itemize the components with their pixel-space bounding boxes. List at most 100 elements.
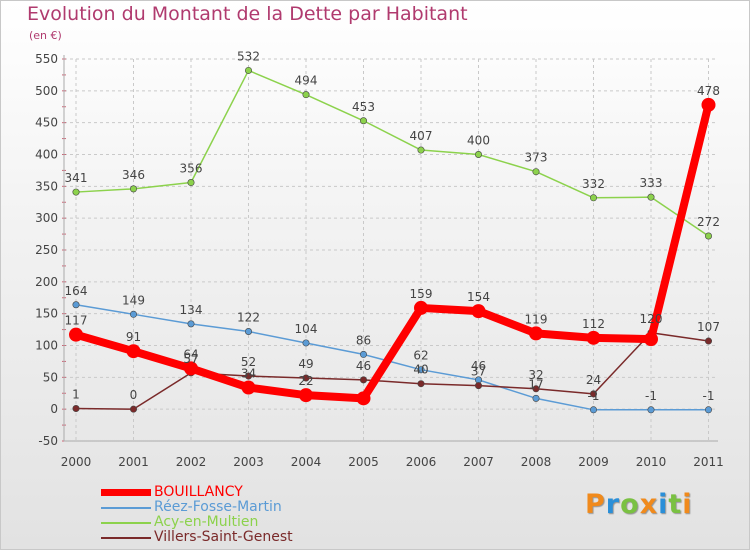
y-tick-label: 200 [35,275,58,289]
data-label-villers-saint-genest: 120 [640,312,663,326]
data-label-villers-saint-genest: 57 [183,352,198,366]
data-point-bouillancy [126,344,141,359]
y-tick-label: 0 [50,402,58,416]
data-point-acy-en-multien [589,194,597,202]
legend-label-reez-fosse-martin: Réez-Fosse-Martin [154,499,282,515]
data-label-reez-fosse-martin: 164 [65,284,88,298]
y-tick-label: 150 [35,307,58,321]
legend-swatch-villers-saint-genest [101,537,151,539]
data-label-villers-saint-genest: 107 [697,320,720,334]
data-point-villers-saint-genest [130,405,138,413]
logo-letter: i [682,489,693,520]
x-tick-label: 2000 [61,455,92,469]
data-label-bouillancy: 154 [467,290,490,304]
data-point-reez-fosse-martin [704,406,712,414]
data-label-acy-en-multien: 407 [410,129,433,143]
data-point-acy-en-multien [359,117,367,125]
legend-swatch-acy-en-multien [101,522,151,524]
data-label-bouillancy: 22 [298,374,313,388]
data-label-acy-en-multien: 400 [467,134,490,148]
series-line-reez-fosse-martin [75,304,710,411]
data-point-acy-en-multien [532,168,540,176]
logo-letter: P [585,489,606,520]
data-point-bouillancy [701,97,716,112]
x-tick-label: 2003 [233,455,264,469]
data-point-acy-en-multien [72,188,80,196]
data-point-acy-en-multien [647,193,655,201]
data-point-acy-en-multien [245,66,253,74]
logo-letter: r [605,489,621,520]
data-label-bouillancy: 159 [410,287,433,301]
legend-label-bouillancy: BOUILLANCY [154,484,243,500]
data-label-villers-saint-genest: 49 [298,357,313,371]
x-tick-label: 2004 [291,455,322,469]
y-tick-label: 500 [35,84,58,98]
data-point-bouillancy [529,326,543,341]
legend-swatch-bouillancy [101,489,151,496]
data-point-reez-fosse-martin [417,366,425,374]
data-point-acy-en-multien [130,185,138,193]
data-label-acy-en-multien: 356 [180,162,203,176]
data-label-bouillancy: 478 [697,84,720,98]
data-point-bouillancy [299,388,313,403]
data-label-villers-saint-genest: 46 [356,359,371,373]
data-label-bouillancy: 34 [241,367,256,381]
data-point-bouillancy [471,304,486,319]
data-point-villers-saint-genest [302,374,310,382]
data-label-bouillancy: 91 [126,330,141,344]
data-point-acy-en-multien [417,146,425,154]
data-label-acy-en-multien: 453 [352,100,375,114]
data-label-reez-fosse-martin: 149 [122,293,145,307]
data-label-reez-fosse-martin: 62 [413,349,428,363]
data-label-acy-en-multien: 341 [65,171,88,185]
series-line-bouillancy [72,100,713,403]
proxiti-logo: Proxiti [585,489,693,520]
data-label-acy-en-multien: 346 [122,168,145,182]
data-point-villers-saint-genest [72,405,80,413]
x-tick-label: 2009 [578,455,609,469]
data-label-villers-saint-genest: 0 [130,388,138,402]
data-point-acy-en-multien [187,179,195,187]
data-label-reez-fosse-martin: -1 [645,389,657,403]
data-label-villers-saint-genest: 1 [72,388,80,402]
x-tick-label: 2011 [693,455,724,469]
data-label-reez-fosse-martin: 104 [295,322,318,336]
logo-letter: i [658,489,669,520]
data-label-villers-saint-genest: 40 [413,363,428,377]
data-point-reez-fosse-martin [302,339,310,347]
data-label-reez-fosse-martin: 17 [528,377,543,391]
data-label-bouillancy: 64 [183,347,198,361]
data-label-acy-en-multien: 532 [237,49,260,63]
logo-letter: x [639,489,659,520]
y-tick-label: 550 [35,52,58,66]
data-point-villers-saint-genest [417,380,425,388]
data-label-bouillancy: 117 [65,314,88,328]
data-point-reez-fosse-martin [532,394,540,402]
y-tick-label: 250 [35,243,58,257]
data-label-reez-fosse-martin: -1 [588,389,600,403]
data-label-acy-en-multien: 332 [582,177,605,191]
data-label-acy-en-multien: 494 [295,74,318,88]
x-tick-label: 2005 [348,455,379,469]
y-tick-label: 100 [35,339,58,353]
data-point-bouillancy [414,300,428,315]
legend-label-acy-en-multien: Acy-en-Multien [154,514,259,530]
data-label-bouillancy: 112 [582,317,605,331]
data-label-villers-saint-genest: 24 [586,373,601,387]
data-point-villers-saint-genest [245,372,253,380]
x-tick-label: 2006 [406,455,437,469]
y-tick-label: -50 [38,434,58,448]
data-point-acy-en-multien [704,232,712,240]
data-label-acy-en-multien: 272 [697,215,720,229]
y-tick-label: 300 [35,211,58,225]
data-point-bouillancy [184,361,198,376]
data-point-reez-fosse-martin [130,310,138,318]
data-point-reez-fosse-martin [245,327,253,335]
data-label-villers-saint-genest: 52 [241,355,256,369]
y-tick-label: 50 [43,370,58,384]
x-tick-label: 2008 [521,455,552,469]
x-tick-label: 2010 [636,455,667,469]
data-point-villers-saint-genest [474,382,482,390]
x-tick-label: 2001 [118,455,149,469]
series-line-villers-saint-genest [75,332,710,410]
